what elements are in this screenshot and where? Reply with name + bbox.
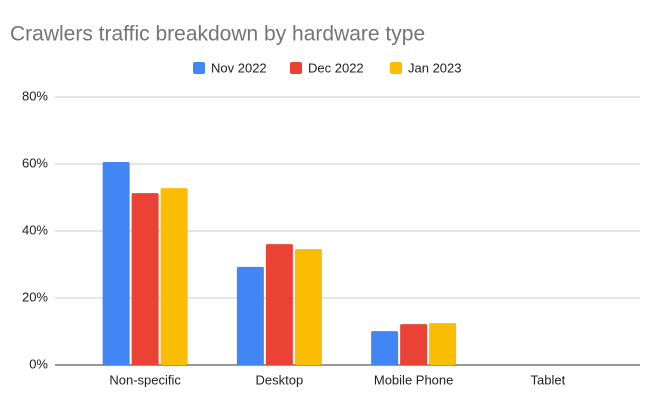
legend-swatch — [290, 62, 302, 74]
bar — [400, 324, 428, 365]
bar — [102, 161, 130, 365]
legend-label: Jan 2023 — [408, 60, 462, 75]
chart-title: Crawlers traffic breakdown by hardware t… — [10, 23, 425, 46]
legend-label: Nov 2022 — [211, 60, 267, 75]
y-tick-label: 80% — [22, 88, 48, 103]
x-tick-label: Desktop — [256, 372, 304, 387]
bar — [236, 266, 264, 365]
bar — [160, 188, 188, 365]
x-tick-label: Tablet — [531, 372, 566, 387]
legend-label: Dec 2022 — [308, 60, 364, 75]
bar — [429, 323, 457, 365]
y-tick-label: 60% — [22, 155, 48, 170]
y-tick-label: 20% — [22, 289, 48, 304]
bar — [294, 249, 322, 365]
bar — [131, 193, 159, 365]
x-tick-label: Non-specific — [109, 372, 181, 387]
legend-swatch — [193, 62, 205, 74]
y-tick-label: 40% — [22, 222, 48, 237]
bar — [371, 331, 399, 365]
y-tick-label: 0% — [29, 356, 48, 371]
legend-swatch — [390, 62, 402, 74]
x-tick-label: Mobile Phone — [374, 372, 454, 387]
bar — [265, 244, 293, 365]
